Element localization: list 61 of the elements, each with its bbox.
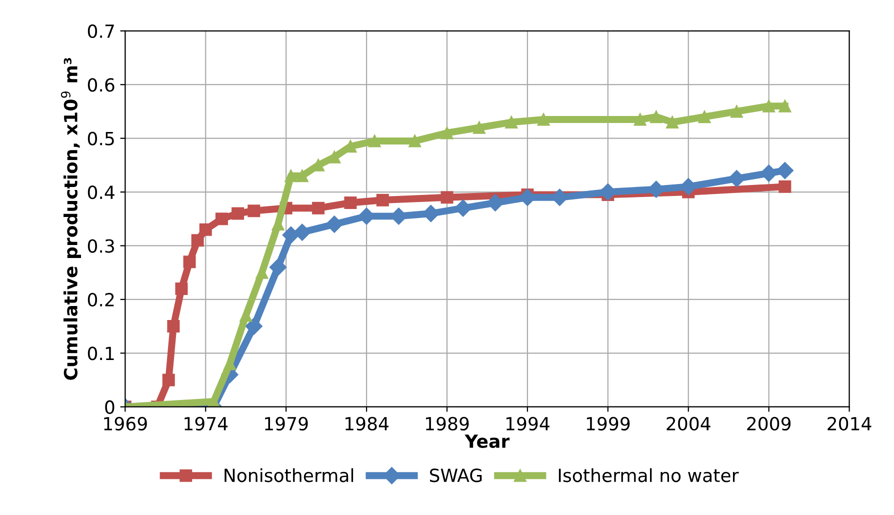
point xyxy=(634,113,646,126)
x-tick-label: 2004 xyxy=(666,416,710,431)
point xyxy=(762,100,776,112)
legend-label: SWAG xyxy=(430,468,482,482)
x-tick-label: 1994 xyxy=(506,416,550,431)
x-tick-label: 2014 xyxy=(828,416,872,431)
point xyxy=(328,150,341,164)
x-tick-label: 1989 xyxy=(426,416,469,431)
x-axis-title: Year xyxy=(464,434,510,448)
x-tick-label: 2009 xyxy=(747,416,791,431)
point xyxy=(326,216,343,233)
point xyxy=(505,116,518,128)
point xyxy=(183,256,196,268)
y-tick-label: 0.4 xyxy=(88,185,114,200)
point xyxy=(245,318,262,335)
point xyxy=(368,134,381,148)
point xyxy=(486,194,504,212)
x-tick-label: 1984 xyxy=(346,416,388,431)
point xyxy=(175,282,188,295)
point xyxy=(167,320,180,333)
point xyxy=(294,224,311,241)
point xyxy=(537,113,550,126)
x-tick-label: 1979 xyxy=(265,416,308,431)
point xyxy=(232,207,244,220)
point xyxy=(248,204,260,218)
x-tick-label: 1969 xyxy=(104,416,147,431)
point xyxy=(312,202,325,214)
point xyxy=(284,170,298,182)
point xyxy=(269,258,287,276)
point xyxy=(778,180,792,193)
y-tick-label: 0.5 xyxy=(88,132,114,146)
y-axis-title: Cumulative production, x10$^{9}$ m³ xyxy=(60,58,81,380)
point xyxy=(730,105,743,118)
y-tick-label: 0.6 xyxy=(88,78,114,92)
point xyxy=(344,196,357,210)
point xyxy=(666,116,679,128)
y-tick-label: 0.2 xyxy=(88,292,114,307)
legend-label: Isothermal no water xyxy=(558,468,739,482)
point xyxy=(408,134,422,148)
point xyxy=(215,212,228,226)
point xyxy=(472,121,486,134)
point xyxy=(776,162,794,180)
y-tick-label: 0 xyxy=(105,400,114,414)
point xyxy=(728,170,746,188)
legend-label: Nonisothermal xyxy=(224,468,354,482)
point xyxy=(440,191,454,204)
point xyxy=(191,234,204,247)
point xyxy=(162,374,175,386)
point xyxy=(650,110,662,124)
point xyxy=(376,194,389,206)
point xyxy=(199,223,212,236)
point xyxy=(698,110,711,124)
x-tick-label: 1974 xyxy=(184,416,228,431)
point xyxy=(778,100,792,112)
x-tick-label: 1999 xyxy=(586,416,630,431)
point xyxy=(440,126,454,140)
y-tick-label: 0.3 xyxy=(88,239,114,253)
y-tick-label: 0.1 xyxy=(88,346,114,360)
point xyxy=(296,170,308,182)
point xyxy=(760,164,778,182)
y-tick-label: 0.7 xyxy=(88,24,114,38)
